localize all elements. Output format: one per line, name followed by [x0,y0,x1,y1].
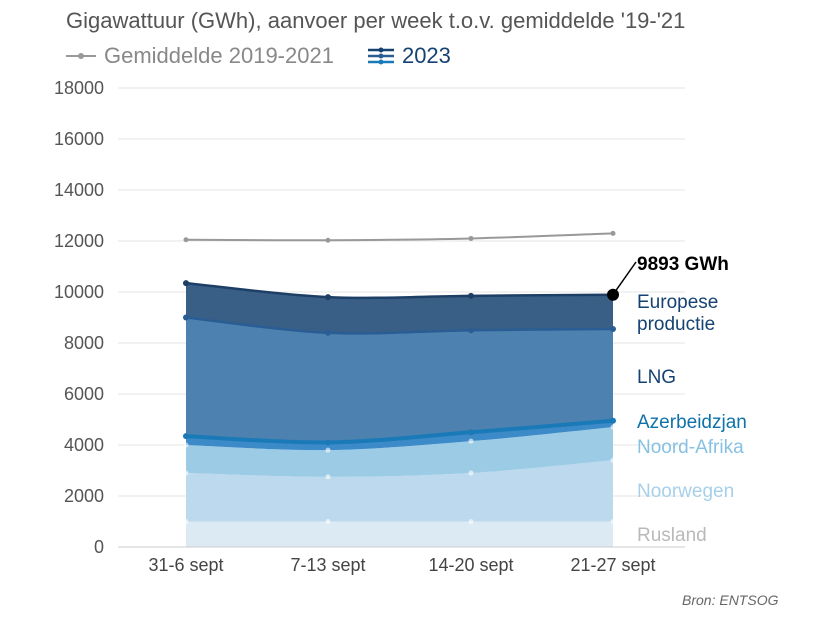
y-tick-label: 2000 [64,486,104,506]
annotation-line [612,261,637,296]
data-point [468,429,474,436]
data-point [610,417,616,424]
line-marker-icon [66,53,96,59]
legend-item-2023: 2023 [367,43,451,69]
average-point [325,237,331,243]
y-tick-label: 18000 [54,78,104,98]
area-noorwegen [186,460,613,522]
y-tick-label: 8000 [64,333,104,353]
data-point [325,474,331,480]
data-point [183,280,189,287]
legend-item-average: Gemiddelde 2019-2021 [66,43,334,69]
series-line [185,316,614,335]
data-point [468,438,474,444]
data-point [325,447,331,453]
legend-label-2023: 2023 [401,43,451,68]
y-tick-label: 14000 [54,180,104,200]
series-label-europese: Europese [637,292,718,313]
average-point [183,237,189,243]
x-tick-label: 31-6 sept [148,555,223,575]
area-noord-afrika [186,427,613,477]
area-rusland [186,521,613,547]
legend-label-average: Gemiddelde 2019-2021 [104,43,334,68]
data-point [468,327,474,334]
data-point [468,519,474,524]
data-point [610,519,616,524]
series-label: Azerbeidzjan [637,412,747,433]
data-point [183,314,189,321]
y-tick-label: 16000 [54,129,104,149]
data-point [325,519,331,524]
data-point [183,519,189,524]
area-lng [186,317,613,443]
data-point [610,457,616,463]
y-tick-label: 12000 [54,231,104,251]
data-point [610,424,616,430]
series-line [185,418,614,445]
series-label: Noord-Afrika [637,437,744,458]
data-point [325,294,331,301]
legend: Gemiddelde 2019-2021 2023 [66,42,485,70]
data-point [183,470,189,476]
average-line [185,232,614,242]
annotation-dot [607,288,619,301]
series-label-productie: productie [637,314,715,335]
stacked-lines-icon [367,47,394,65]
data-point [610,325,616,332]
data-point [183,442,189,448]
data-point [468,470,474,476]
series-line [185,281,614,300]
average-point [610,230,616,236]
average-point [468,235,474,241]
chart-title: Gigawattuur (GWh), aanvoer per week t.o.… [66,8,686,33]
source-note: Bron: ENTSOG [682,592,779,608]
data-point [325,439,331,446]
annotation-label: 9893 GWh [637,254,729,275]
series-label: Noorwegen [637,481,734,502]
series-label: Rusland [637,525,707,546]
x-tick-label: 7-13 sept [290,555,365,575]
y-tick-label: 10000 [54,282,104,302]
y-tick-label: 4000 [64,435,104,455]
series-label: LNG [637,367,676,388]
y-tick-label: 6000 [64,384,104,404]
data-point [325,329,331,336]
data-point [468,292,474,299]
x-tick-label: 21-27 sept [570,555,655,575]
data-point [183,433,189,440]
y-tick-label: 0 [94,537,104,557]
x-tick-label: 14-20 sept [428,555,513,575]
